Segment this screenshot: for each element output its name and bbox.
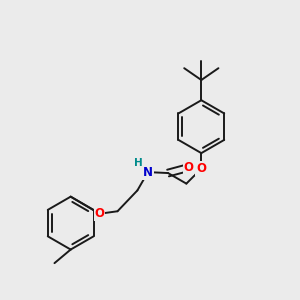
Text: H: H <box>134 158 143 168</box>
Text: O: O <box>184 161 194 174</box>
Text: O: O <box>94 207 104 220</box>
Text: N: N <box>143 166 153 178</box>
Text: O: O <box>196 162 206 175</box>
